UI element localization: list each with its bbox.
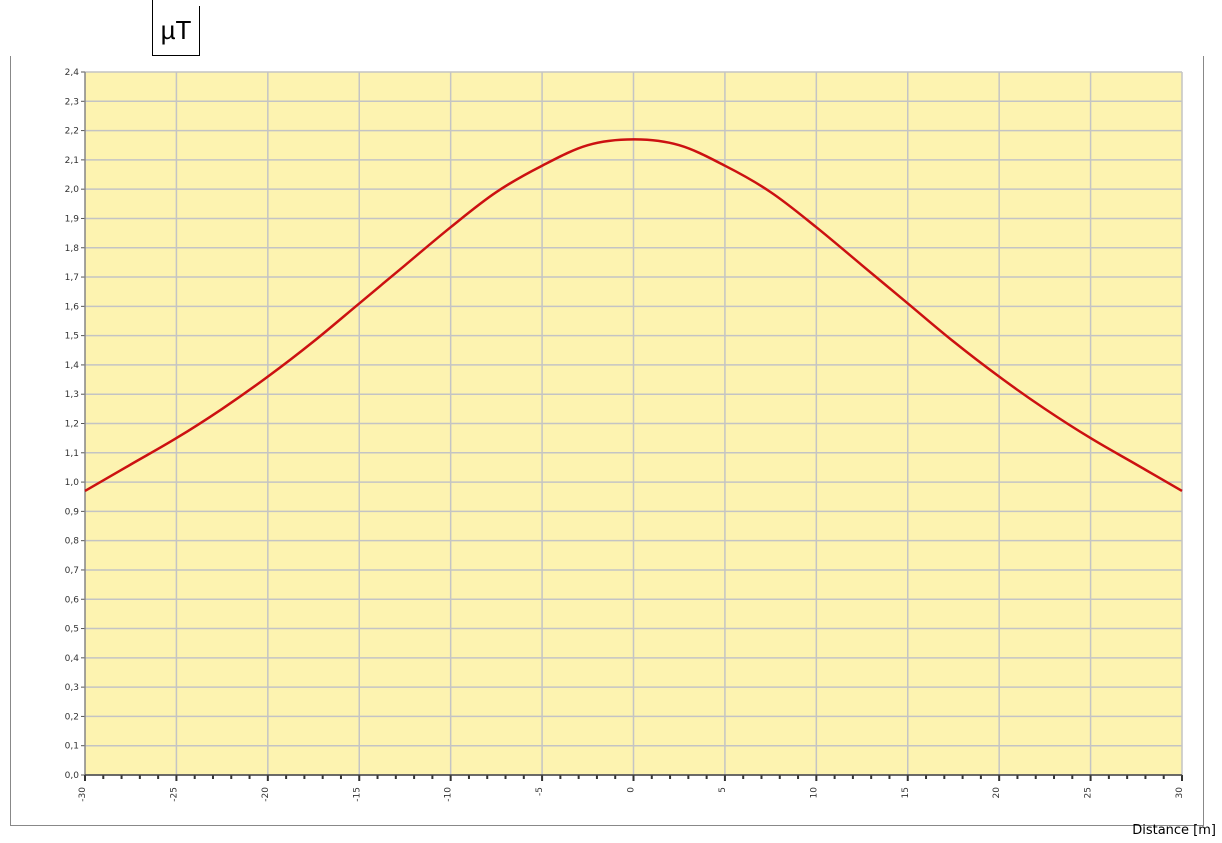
y-tick-label: 2,1	[65, 156, 79, 166]
y-tick-label: 0,8	[65, 537, 80, 547]
x-tick-label: -15	[352, 787, 362, 802]
y-tick-label: 2,3	[65, 97, 79, 107]
y-tick-label: 1,8	[65, 244, 80, 254]
y-tick-label: 0,3	[65, 683, 79, 693]
x-tick-label: -10	[444, 787, 454, 802]
y-tick-label: 1,0	[65, 478, 80, 488]
y-tick-label: 0,7	[65, 566, 79, 576]
x-tick-label: 10	[809, 787, 819, 799]
y-tick-label: 1,3	[65, 390, 79, 400]
y-tick-label: 1,1	[65, 449, 79, 459]
y-tick-label: 0,4	[65, 654, 80, 664]
y-tick-label: 2,4	[65, 68, 80, 78]
x-tick-label: -30	[78, 787, 88, 802]
y-tick-label: 0,0	[65, 771, 80, 781]
x-tick-label: 30	[1175, 787, 1185, 799]
y-tick-label: 1,4	[65, 361, 80, 371]
y-tick-label: 2,0	[65, 185, 80, 195]
x-tick-label: 25	[1084, 787, 1094, 798]
series-line	[84, 138, 1183, 492]
y-tick-label: 0,9	[65, 507, 80, 517]
y-tick-label: 1,9	[65, 214, 80, 224]
y-tick-label: 1,7	[65, 273, 79, 283]
x-axis-label: Distance [m]	[1132, 823, 1216, 838]
y-tick-label: 0,2	[65, 712, 79, 722]
chart-frame	[10, 56, 1204, 826]
y-tick-label: 0,1	[65, 742, 79, 752]
x-tick-label: -20	[261, 787, 271, 802]
x-tick-label: 15	[901, 787, 911, 798]
x-tick-label: -25	[169, 787, 179, 802]
y-unit-label: µT	[152, 0, 200, 56]
y-tick-label: 1,5	[65, 332, 79, 342]
y-tick-label: 2,2	[65, 127, 79, 137]
y-tick-label: 1,6	[65, 302, 80, 312]
x-tick-label: 20	[992, 787, 1002, 799]
y-tick-label: 0,6	[65, 595, 80, 605]
y-tick-label: 0,5	[65, 625, 79, 635]
x-tick-label: 5	[718, 787, 728, 793]
x-tick-label: -5	[535, 787, 545, 796]
y-tick-label: 1,2	[65, 420, 79, 430]
x-tick-label: 0	[627, 787, 637, 793]
